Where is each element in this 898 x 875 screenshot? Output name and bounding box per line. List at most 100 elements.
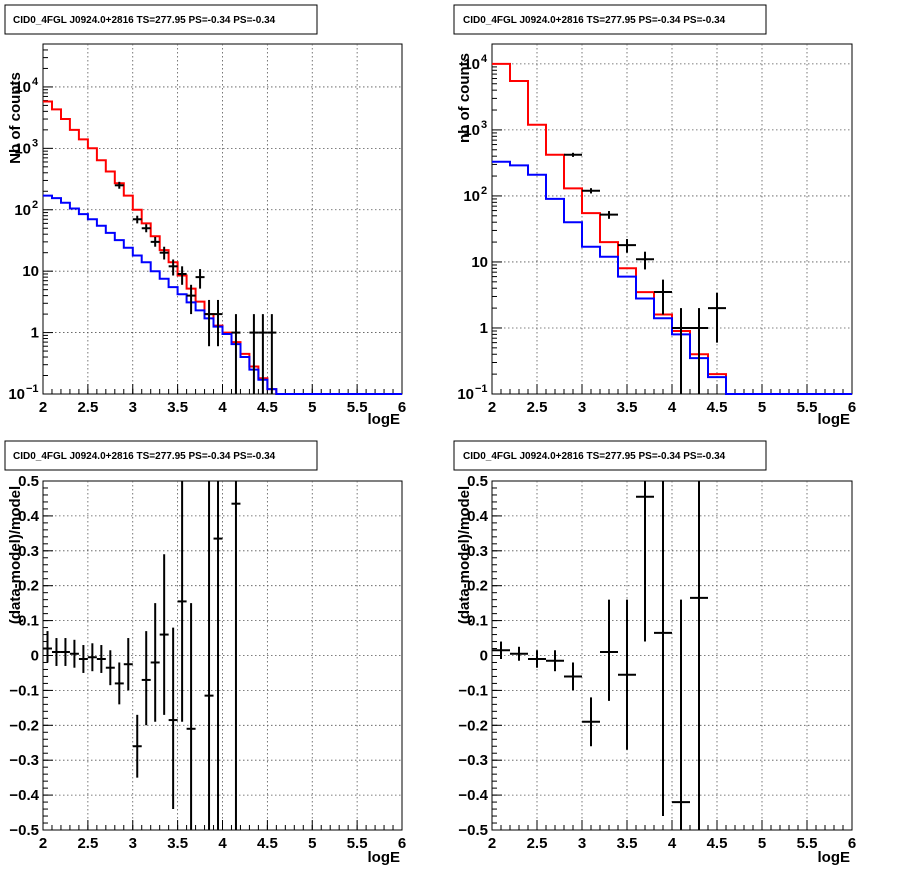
pad-title: CID0_4FGL J0924.0+2816 TS=277.95 PS=-0.3… xyxy=(463,15,726,26)
data-point xyxy=(654,481,672,817)
data-point xyxy=(168,627,178,810)
x-tick-label: 2.5 xyxy=(77,399,98,416)
y-tick-label: 0 xyxy=(480,648,488,665)
x-axis-title: logE xyxy=(368,411,401,428)
y-tick-exponent: 3 xyxy=(32,137,38,149)
data-point xyxy=(564,662,582,691)
data-point xyxy=(150,237,160,247)
data-point xyxy=(96,645,106,673)
y-tick-exponent: −1 xyxy=(26,383,39,395)
y-tick-label: −0.2 xyxy=(458,717,488,734)
y-tick-label: −0.4 xyxy=(458,787,488,804)
y-tick-label: 0.5 xyxy=(467,473,488,490)
x-tick-label: 4 xyxy=(218,399,227,416)
y-tick-label: −0.1 xyxy=(458,682,488,699)
x-tick-label: 4.5 xyxy=(707,835,728,852)
data-point xyxy=(123,638,133,691)
y-axis-title: (data-model)/model xyxy=(456,486,473,624)
pad-title-box xyxy=(453,4,767,35)
x-tick-label: 3 xyxy=(578,835,586,852)
data-point xyxy=(78,645,88,673)
x-axis-title: logE xyxy=(818,411,851,428)
x-tick-label: 2.5 xyxy=(527,835,548,852)
y-tick-label: 0.5 xyxy=(18,473,39,490)
data-point xyxy=(231,481,241,830)
y-tick-label: 10 xyxy=(463,122,480,139)
x-tick-label: 6 xyxy=(848,835,856,852)
data-point xyxy=(177,481,187,722)
x-tick-label: 5 xyxy=(308,399,316,416)
data-point xyxy=(267,314,277,394)
data-point xyxy=(69,639,79,668)
data-point xyxy=(600,599,618,701)
x-tick-label: 5 xyxy=(308,835,316,852)
data-point xyxy=(141,224,151,233)
x-tick-label: 4 xyxy=(668,399,677,416)
x-tick-label: 2.5 xyxy=(527,399,548,416)
y-tick-label: 1 xyxy=(31,325,39,342)
data-point xyxy=(672,308,690,394)
y-tick-label: 10 xyxy=(14,79,31,96)
data-point xyxy=(249,314,259,394)
data-point xyxy=(60,638,70,666)
y-tick-label: 10 xyxy=(457,386,474,403)
data-point xyxy=(690,481,708,830)
x-tick-label: 5.5 xyxy=(797,399,818,416)
pad-title: CID0_4FGL J0924.0+2816 TS=277.95 PS=-0.3… xyxy=(13,451,276,462)
x-tick-label: 3.5 xyxy=(167,399,188,416)
x-tick-label: 3.5 xyxy=(167,835,188,852)
y-tick-label: 10 xyxy=(8,386,25,403)
x-tick-label: 5.5 xyxy=(797,835,818,852)
data-point xyxy=(654,279,672,315)
y-tick-exponent: 4 xyxy=(32,76,39,88)
data-point xyxy=(141,631,151,726)
x-tick-label: 2 xyxy=(488,835,496,852)
y-tick-label: −0.5 xyxy=(458,822,488,839)
x-tick-label: 2 xyxy=(39,399,47,416)
x-tick-label: 6 xyxy=(848,399,856,416)
y-tick-label: 10 xyxy=(463,188,480,205)
data-point xyxy=(186,603,196,830)
y-tick-label: −0.5 xyxy=(9,822,39,839)
data-point xyxy=(708,292,726,343)
y-axis-title: nb of counts xyxy=(456,53,473,143)
y-tick-exponent: 4 xyxy=(481,53,488,65)
x-tick-label: 2 xyxy=(488,399,496,416)
data-point xyxy=(43,631,52,663)
pad-title: CID0_4FGL J0924.0+2816 TS=277.95 PS=-0.3… xyxy=(13,15,276,26)
data-point xyxy=(132,215,142,224)
data-point xyxy=(132,714,142,778)
x-axis-title: logE xyxy=(368,849,401,866)
x-tick-label: 3 xyxy=(578,399,586,416)
x-tick-label: 5.5 xyxy=(347,835,368,852)
data-point xyxy=(159,554,169,715)
model-background-histogram xyxy=(492,160,852,395)
pad-residual-right: CID0_4FGL J0924.0+2816 TS=277.95 PS=-0.3… xyxy=(453,440,856,866)
x-tick-label: 2.5 xyxy=(77,835,98,852)
data-point xyxy=(582,188,600,194)
pad-counts-left: CID0_4FGL J0924.0+2816 TS=277.95 PS=-0.3… xyxy=(4,4,406,428)
pad-title-box xyxy=(4,4,318,35)
data-point xyxy=(195,269,205,289)
x-tick-label: 3.5 xyxy=(617,399,638,416)
data-point xyxy=(213,299,223,347)
x-tick-label: 4.5 xyxy=(707,399,728,416)
x-tick-label: 3.5 xyxy=(617,835,638,852)
model-background-histogram xyxy=(43,194,402,395)
y-tick-exponent: 2 xyxy=(32,199,38,211)
data-point xyxy=(618,239,636,253)
data-point xyxy=(87,643,97,672)
data-point xyxy=(213,481,223,830)
y-tick-label: 0.4 xyxy=(467,508,489,525)
y-tick-exponent: 3 xyxy=(481,119,487,131)
y-tick-label: 0.1 xyxy=(18,613,39,630)
y-tick-exponent: 2 xyxy=(481,185,487,197)
x-tick-label: 4 xyxy=(668,835,677,852)
y-tick-label: −0.1 xyxy=(9,682,39,699)
y-tick-label: 0.1 xyxy=(467,613,488,630)
y-tick-label: 10 xyxy=(463,56,480,73)
data-point xyxy=(546,650,564,672)
y-axis-title: (data-model)/model xyxy=(7,486,24,624)
data-point xyxy=(528,650,546,668)
